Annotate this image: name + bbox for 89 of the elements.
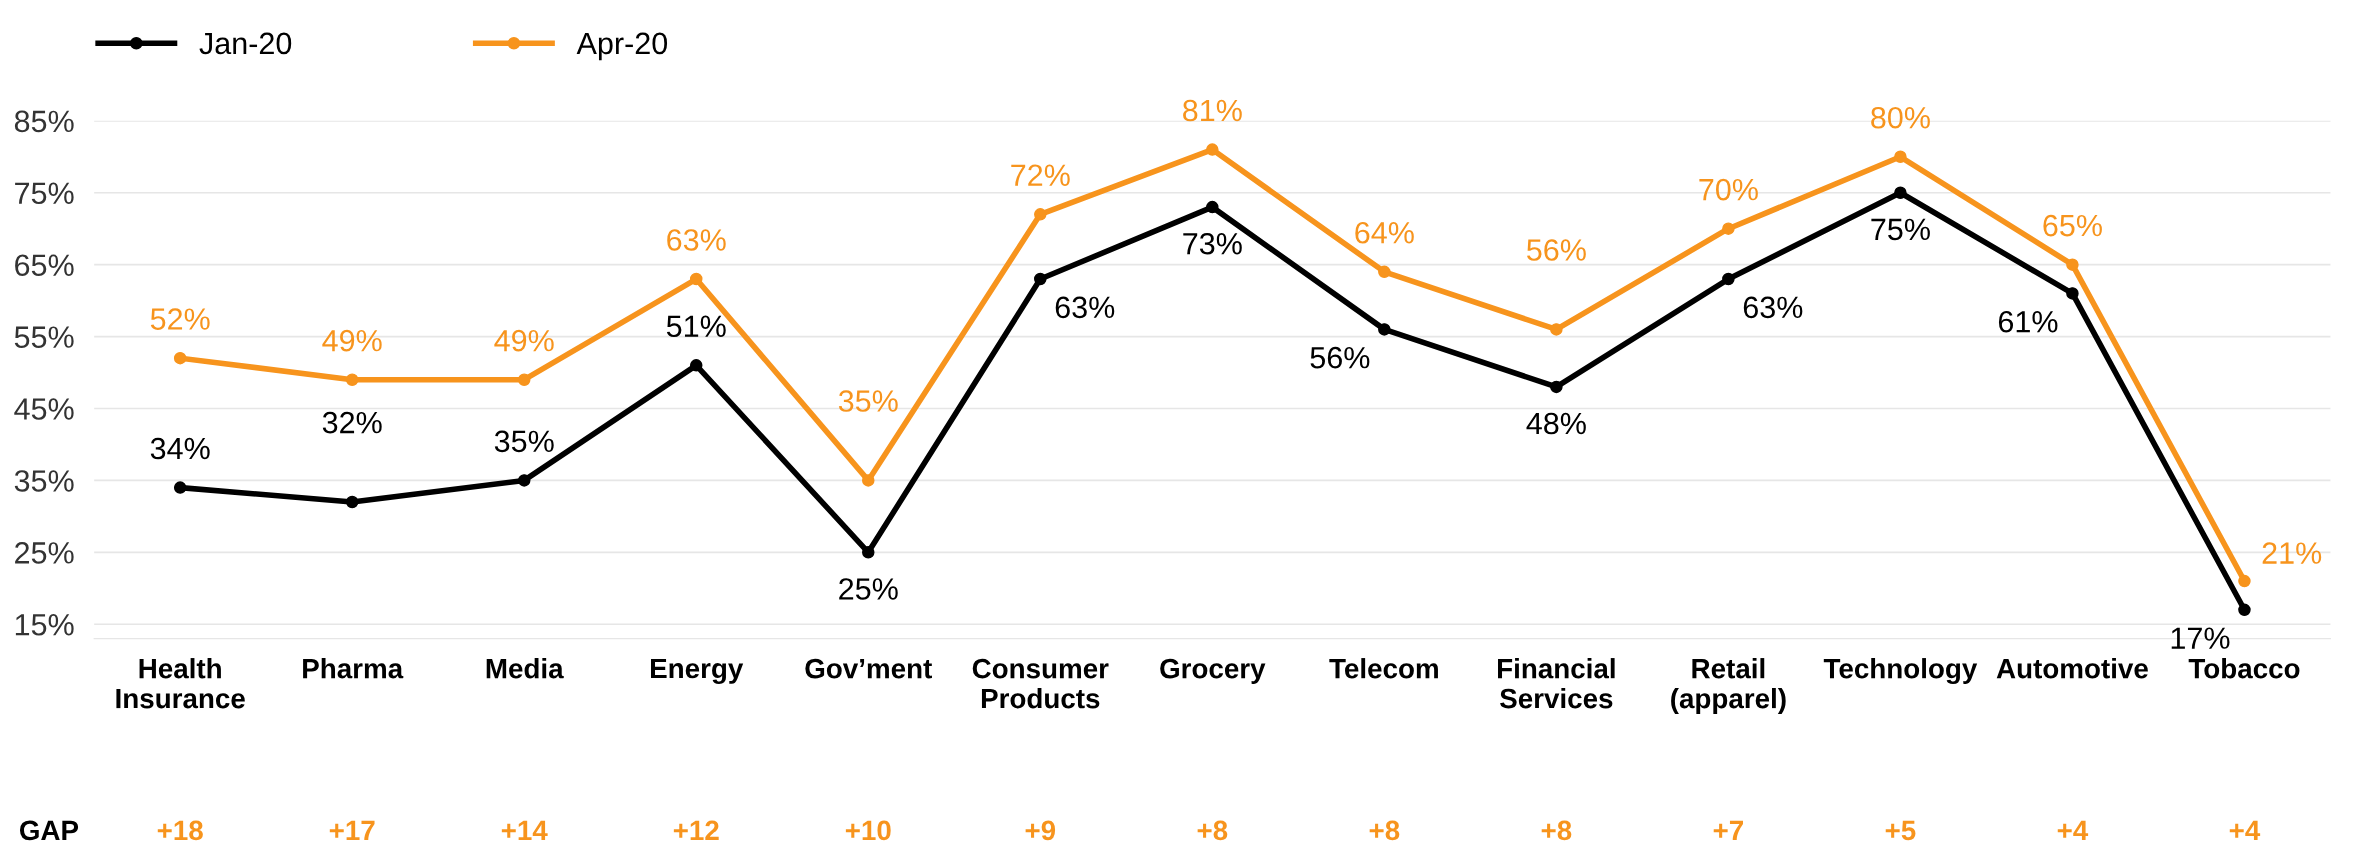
text: +9	[1025, 820, 1056, 841]
text: +4	[2229, 820, 2261, 840]
point	[1378, 265, 1391, 279]
x-tick-label: Automotive	[1996, 658, 2148, 679]
point	[2066, 287, 2079, 300]
point	[1206, 200, 1219, 214]
point	[1034, 272, 1047, 286]
point	[517, 474, 531, 487]
data-label: 63%	[667, 229, 726, 251]
y-tick-label: 55%	[14, 326, 74, 348]
point	[1550, 323, 1563, 336]
point	[1722, 222, 1735, 235]
point	[173, 351, 187, 365]
data-label: 25%	[839, 578, 898, 600]
x-tick-label: Telecom	[1329, 658, 1438, 679]
y-tick-label: 65%	[15, 254, 74, 277]
point	[2066, 258, 2079, 271]
point	[689, 359, 703, 372]
point	[1550, 380, 1563, 394]
data-label: 64%	[1355, 221, 1414, 244]
point	[862, 546, 875, 559]
data-label: 63%	[1055, 296, 1115, 319]
data-label: 49%	[494, 329, 554, 352]
y-tick-label: 35%	[14, 470, 74, 492]
data-label: 21%	[2262, 542, 2322, 564]
point	[1206, 143, 1219, 156]
x-tick-label: Financial Services	[1498, 658, 1615, 709]
y-tick-label: 15%	[15, 614, 74, 636]
point	[1034, 208, 1047, 221]
point	[1894, 150, 1907, 164]
point	[345, 373, 359, 386]
text: +8	[1541, 820, 1572, 841]
x-tick-label: Grocery	[1160, 658, 1266, 684]
text: +5	[1885, 820, 1916, 841]
data-label: 65%	[2043, 214, 2102, 237]
legend-label: Jan-20	[199, 32, 292, 55]
point	[345, 495, 359, 509]
x-tick-label: Pharma	[303, 658, 404, 679]
data-label: 72%	[1011, 164, 1070, 186]
data-label: 61%	[1998, 310, 2058, 333]
x-tick-label: Health Insurance	[116, 658, 245, 709]
text: +14	[501, 820, 548, 840]
data-label: 34%	[150, 437, 210, 460]
data-label: 73%	[1183, 232, 1242, 255]
x-tick-label: Gov’ment	[805, 658, 932, 679]
data-label: 32%	[322, 411, 382, 434]
x-tick-label: Media	[486, 658, 564, 679]
legend-label: Apr-20	[576, 32, 668, 61]
data-label: 52%	[150, 308, 210, 330]
text: +18	[157, 820, 203, 841]
data-label: 49%	[322, 329, 382, 352]
data-label: 35%	[494, 430, 554, 453]
data-label: 75%	[1871, 218, 1930, 241]
text: +8	[1197, 820, 1228, 841]
point	[517, 373, 531, 386]
x-tick-label: Tobacco	[2188, 658, 2300, 679]
data-label: 35%	[838, 390, 898, 412]
text: +12	[673, 820, 719, 840]
point	[862, 474, 875, 487]
y-tick-label: 75%	[15, 182, 74, 205]
data-label: 48%	[1526, 412, 1586, 435]
data-label: 81%	[1183, 99, 1242, 122]
data-label: 56%	[1310, 346, 1370, 369]
x-tick-label: Technology	[1823, 658, 1978, 685]
x-tick-label: Consumer Products	[972, 658, 1109, 709]
data-label: 63%	[1743, 296, 1803, 319]
point	[1378, 323, 1391, 336]
data-label: 51%	[666, 315, 726, 338]
point	[1722, 272, 1735, 286]
point	[1894, 186, 1907, 199]
data-label: 70%	[1699, 178, 1758, 201]
data-label: 80%	[1871, 106, 1930, 129]
y-tick-label: 25%	[15, 542, 74, 564]
point	[689, 272, 703, 286]
text: GAP	[19, 820, 79, 841]
point	[2238, 603, 2251, 617]
y-tick-label: 85%	[14, 110, 74, 133]
x-tick-label: Energy	[651, 658, 744, 684]
text: +8	[1369, 820, 1400, 841]
text: +17	[329, 820, 375, 840]
text: +4	[2057, 820, 2089, 840]
x-tick-label: Retail (apparel)	[1671, 658, 1786, 714]
point	[2238, 574, 2251, 588]
y-tick-label: 45%	[14, 398, 74, 420]
data-label: 56%	[1527, 239, 1586, 261]
text: +10	[845, 820, 891, 841]
text: +7	[1713, 820, 1743, 840]
data-label: 17%	[2171, 627, 2230, 649]
point	[173, 481, 187, 494]
